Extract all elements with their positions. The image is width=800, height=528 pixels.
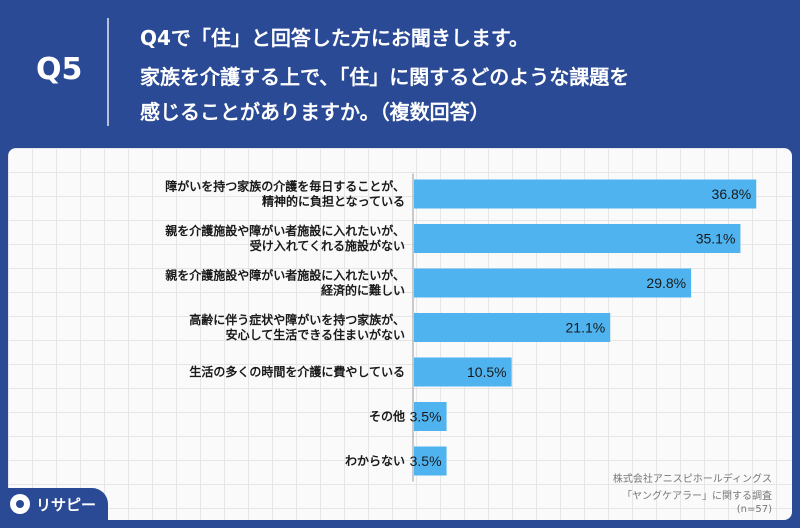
category-label-1-line-1: 障がいを持つ家族の介護を毎日することが、 [165,179,405,194]
brand-logo: リサピー [6,488,109,520]
value-label-7: 3.5% [410,453,442,469]
category-label-1-line-2: 精神的に負担となっている [262,194,405,209]
logo-text: リサピー [36,495,97,514]
category-label-4-line-1: 高齢に伴う症状や障がいを持つ家族が、 [189,312,405,327]
question-text-line-2: 家族を介護する上で、「住」に関するどのような課題を [140,65,630,89]
bar-6 [414,402,447,431]
source-survey: 「ヤングケアラー」に関する調査 [622,491,772,502]
bar-chart: 36.8% 障がいを持つ家族の介護を毎日することが、精神的に負担となっている 35.… [165,173,757,482]
category-label-2-line-2: 受け入れてくれる施設がない [250,238,405,253]
bar-1 [414,179,757,209]
value-label-4: 21.1% [566,320,606,336]
bar-3 [414,268,692,298]
question-header: Q5 Q4で「住」と回答した方にお聞きします。 家族を介護する上で、「住」に関す… [0,0,800,148]
bar-5 [414,357,512,387]
category-label-3-line-2: 経済的に難しい [321,283,405,298]
bar-2 [414,224,741,253]
source-company: 株式会社アニスピホールディングス [612,474,772,485]
category-label-2-line-1: 親を介護施設や障がい者施設に入れたいが、 [165,223,405,238]
question-number: Q5 [36,52,83,87]
logo-icon [10,494,30,514]
sample-size: (n=57) [736,504,772,515]
value-label-5: 10.5% [467,364,507,380]
category-label-7-line-1: わからない [345,454,405,468]
category-label-3-line-1: 親を介護施設や障がい者施設に入れたいが、 [165,268,405,283]
category-label-5-line-1: 生活の多くの時間を介護に費やしている [189,364,405,379]
chart-panel: 36.8% 障がいを持つ家族の介護を毎日することが、 精神的に負担となっている 35.… [8,148,792,520]
bar-7 [414,446,447,476]
value-label-6: 3.5% [410,409,442,425]
question-text-line-1: Q4で「住」と回答した方にお聞きします。 [140,26,529,50]
category-label-6-line-1: その他 [369,409,405,424]
question-text-line-3: 感じることがありますか。（複数回答） [140,100,490,124]
header-divider [107,18,109,126]
value-label-3: 29.8% [646,275,686,291]
value-label-1: 36.8% [712,186,752,202]
value-label-2: 35.1% [696,231,736,247]
bar-4 [414,313,611,342]
category-label-4-line-2: 安心して生活できる住まいがない [226,327,405,342]
